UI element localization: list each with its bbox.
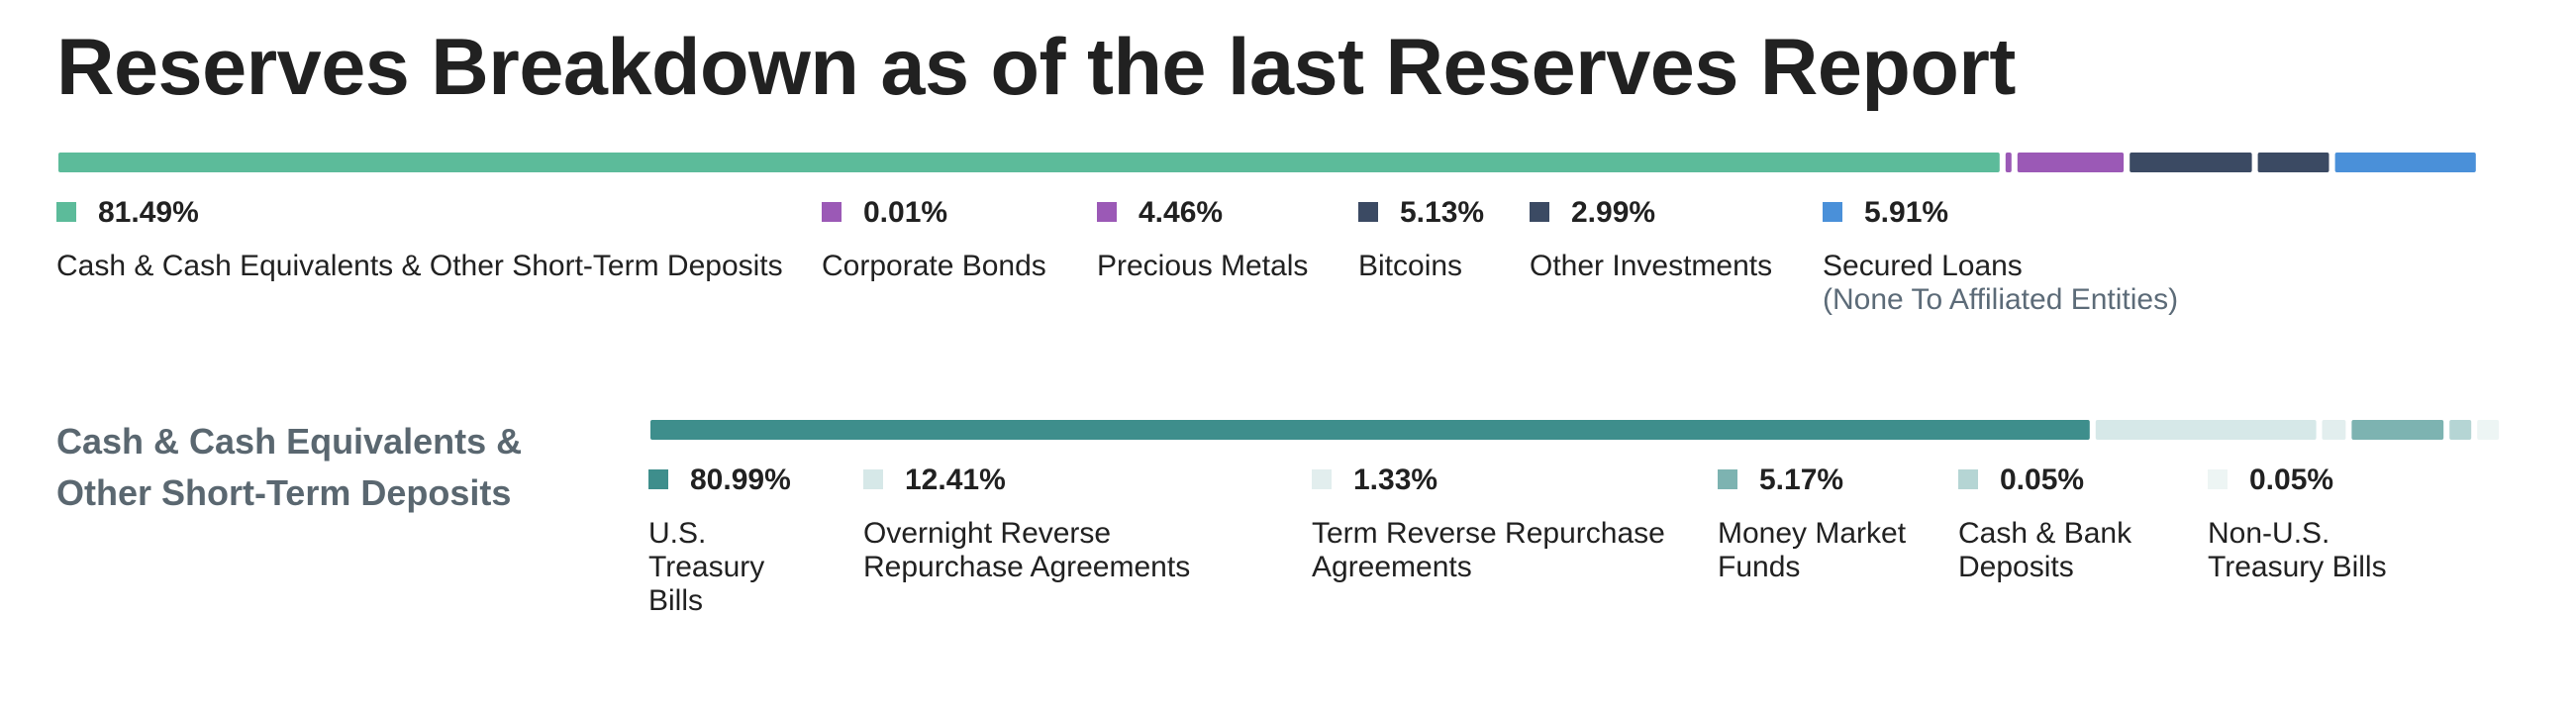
value-label: 1.33% <box>1353 464 1438 496</box>
value-label: 80.99% <box>690 464 791 496</box>
legend-swatch <box>648 469 668 489</box>
category-label: Other Investments <box>1530 250 1773 282</box>
bar-segment-money-market-funds <box>2351 420 2444 440</box>
value-label: 0.05% <box>2000 464 2085 496</box>
legend-swatch <box>1718 469 1737 489</box>
section-title: Cash & Cash Equivalents & Other Short-Te… <box>56 421 523 513</box>
category-label: Term Reverse Repurchase Agreements <box>1312 517 1665 583</box>
legend-swatch <box>1312 469 1332 489</box>
legend-swatch <box>1097 202 1117 222</box>
bar-segment-secured-loans <box>2334 153 2476 172</box>
category-label: Bitcoins <box>1358 250 1463 282</box>
category-note: (None To Affiliated Entities) <box>1823 283 2179 316</box>
bar-segment-cash-and-bank-deposits <box>2449 420 2472 440</box>
value-label: 0.05% <box>2249 464 2334 496</box>
category-label: U.S. Treasury Bills <box>648 517 765 617</box>
legend-swatch <box>1358 202 1378 222</box>
category-label: Non-U.S. Treasury Bills <box>2208 517 2387 583</box>
bar-segment-precious-metals <box>2017 153 2125 172</box>
bar-segment-term-reverse-repurchase-agreements <box>2322 420 2346 440</box>
value-label: 5.13% <box>1400 196 1485 229</box>
page-title: Reserves Breakdown as of the last Reserv… <box>56 23 2016 112</box>
bar-segment-cash-and-cash-equivalents-and-other-short-term-deposits <box>58 153 2000 172</box>
value-label: 4.46% <box>1139 196 1224 229</box>
bar-segment-u-s-treasury-bills <box>650 420 2090 440</box>
category-label: Cash & Bank Deposits <box>1958 517 2132 583</box>
category-label: Money Market Funds <box>1718 517 1907 583</box>
value-label: 12.41% <box>905 464 1006 496</box>
bar-segment-other-investments <box>2257 153 2329 172</box>
category-label: Secured Loans <box>1823 250 2023 282</box>
category-label: Overnight Reverse Repurchase Agreements <box>863 517 1191 583</box>
bar-segment-non-u-s-treasury-bills <box>2477 420 2500 440</box>
legend-swatch <box>863 469 883 489</box>
category-label: Precious Metals <box>1097 250 1309 282</box>
legend-swatch <box>2208 469 2228 489</box>
category-label: Cash & Cash Equivalents & Other Short-Te… <box>56 250 783 282</box>
value-label: 5.91% <box>1864 196 1949 229</box>
bar-segment-overnight-reverse-repurchase-agreements <box>2095 420 2317 440</box>
legend-swatch <box>1823 202 1842 222</box>
legend-swatch <box>1958 469 1978 489</box>
bar-segment-bitcoins <box>2130 153 2252 172</box>
legend-swatch <box>822 202 842 222</box>
value-label: 0.01% <box>863 196 948 229</box>
legend-swatch <box>56 202 76 222</box>
value-label: 2.99% <box>1571 196 1656 229</box>
bar-segment-corporate-bonds <box>2005 153 2012 172</box>
value-label: 5.17% <box>1759 464 1844 496</box>
value-label: 81.49% <box>98 196 199 229</box>
category-label: Corporate Bonds <box>822 250 1046 282</box>
legend-swatch <box>1530 202 1549 222</box>
